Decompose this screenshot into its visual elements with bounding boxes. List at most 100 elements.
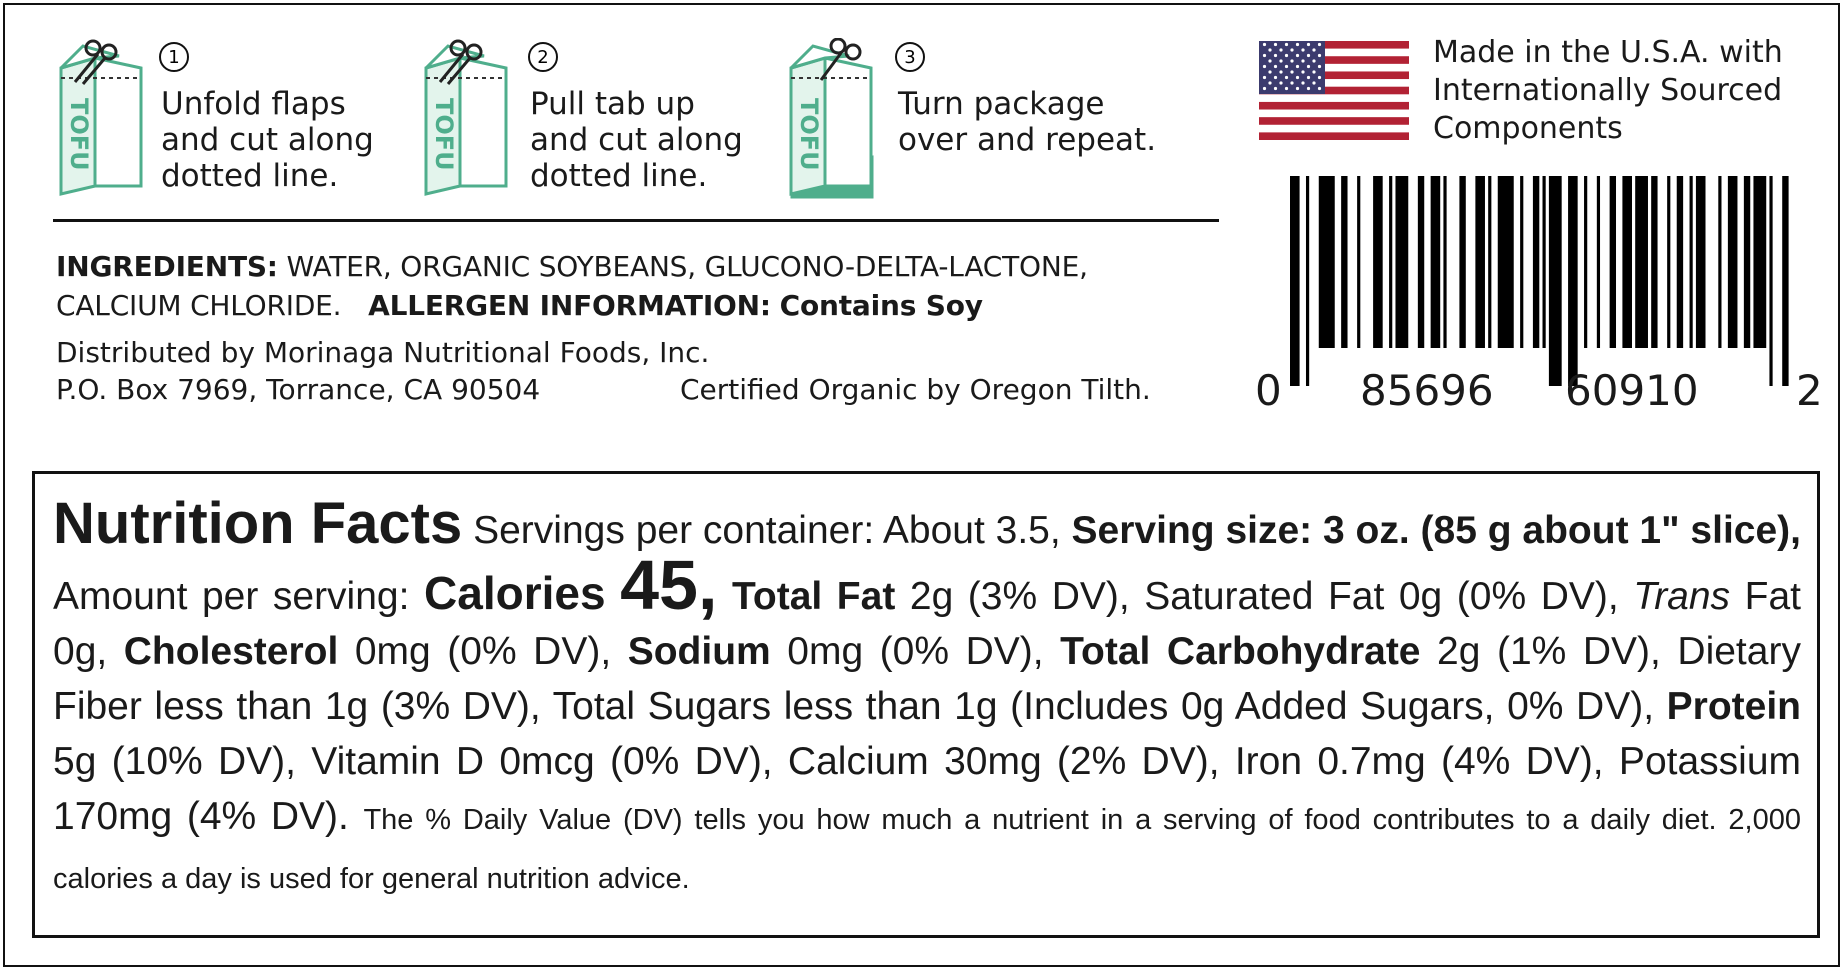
barcode-bar [1676, 176, 1684, 348]
flag-star [1262, 53, 1267, 58]
barcode-bar [1622, 176, 1632, 348]
step-text: Pull tab up and cut along dotted line. [530, 86, 743, 194]
flag-stripe [1259, 117, 1409, 126]
barcode [1290, 176, 1789, 386]
barcode-bar [1584, 176, 1588, 348]
step-line: Pull tab up [530, 86, 695, 122]
flag-star [1295, 64, 1300, 69]
barcode-bar [1520, 176, 1524, 348]
scissors-handle [465, 43, 483, 61]
scissors-blade [81, 57, 107, 85]
flag-star [1273, 42, 1278, 47]
barcode-bar [1443, 176, 1447, 348]
flag-stripe [1259, 79, 1409, 87]
step-line: dotted line. [530, 158, 708, 194]
nutrition-title: Nutrition Facts [53, 491, 463, 556]
barcode-bar [1305, 176, 1310, 386]
flag-star [1306, 64, 1311, 69]
nutrition-paragraph: Nutrition Facts Servings per container: … [53, 495, 1801, 907]
barcode-bar [1532, 176, 1540, 348]
barcode-digit: 2 [1796, 366, 1823, 415]
barcode-bar [1542, 176, 1546, 348]
flag-star [1284, 64, 1289, 69]
step-number: 1 [168, 47, 179, 68]
nutrition-bold: Protein [1666, 685, 1801, 728]
step-line: dotted line. [161, 158, 339, 194]
barcode-bar [1727, 176, 1738, 348]
barcode-bar [1488, 176, 1492, 348]
flag-star [1317, 75, 1322, 80]
barcode-bar [1718, 176, 1722, 348]
barcode-bar [1341, 176, 1348, 348]
flag-star [1312, 59, 1316, 63]
step-text: Unfold flaps and cut along dotted line. [161, 86, 374, 194]
ingredients-text: WATER, ORGANIC SOYBEANS, GLUCONO-DELTA-L… [286, 250, 1089, 283]
flag-star [1306, 75, 1311, 80]
flag-star [1301, 70, 1305, 74]
flag-star [1273, 86, 1278, 91]
step-line: and cut along [530, 122, 743, 158]
flag-star [1306, 53, 1311, 58]
barcode-bar [1395, 176, 1409, 348]
nutrition-normal: 0mg (0% DV), [787, 630, 1044, 673]
flag-star [1301, 48, 1305, 52]
allergen-text: Contains Soy [779, 289, 983, 322]
ingredients: INGREDIENTS: WATER, ORGANIC SOYBEANS, GL… [56, 250, 1088, 283]
step-number-circle [159, 42, 189, 72]
barcode-bar [1596, 176, 1601, 348]
barcode-bar [1373, 176, 1383, 348]
flag-star [1295, 53, 1300, 58]
ingredients-text: CALCIUM CHLORIDE. [56, 289, 342, 322]
nutrition-normal: Amount per serving: [53, 575, 410, 618]
flag-star [1290, 59, 1294, 63]
flag-star [1268, 81, 1272, 85]
carton-icon: TOFU [59, 39, 143, 196]
label-border [3, 3, 1840, 967]
ingredients-label: INGREDIENTS: [56, 250, 278, 283]
flag-stripe [1259, 109, 1409, 118]
scissors-blade [446, 57, 472, 85]
distributor-name: Distributed by Morinaga Nutritional Food… [56, 336, 710, 369]
flag-star [1295, 86, 1300, 91]
divider [53, 219, 1219, 222]
scissors-handle [84, 39, 102, 57]
scissors-blade [438, 53, 465, 83]
flag-star [1279, 81, 1283, 85]
distributor-address: P.O. Box 7969, Torrance, CA 90504 [56, 373, 541, 406]
carton-icon: TOFU [424, 39, 508, 196]
flag-star [1279, 48, 1283, 52]
nutrition-small: The % Daily Value (DV) tells you how muc… [53, 804, 1801, 895]
flag-star [1262, 86, 1267, 91]
nutrition-large-bold: Calories [424, 567, 606, 619]
flag-star [1268, 59, 1272, 63]
barcode-bar [1357, 176, 1361, 348]
flag-star [1295, 75, 1300, 80]
barcode-bar [1568, 176, 1578, 386]
flag-star [1312, 81, 1316, 85]
scissors-handle [829, 38, 847, 55]
step-line: over and repeat. [898, 122, 1157, 158]
flag-star [1279, 59, 1283, 63]
step-line: Unfold flaps [161, 86, 346, 122]
flag-star [1279, 70, 1283, 74]
origin-statement: Made in the U.S.A. with Internationally … [1433, 34, 1783, 148]
barcode-bar [1667, 176, 1671, 348]
flag-star [1295, 42, 1300, 47]
flag-star [1317, 42, 1322, 47]
flag-star [1317, 53, 1322, 58]
step-number-badge: 1 [159, 42, 189, 72]
flag-stripe [1259, 86, 1409, 95]
barcode-bar [1548, 176, 1562, 386]
flag-star [1290, 70, 1294, 74]
step-line: Turn package [898, 86, 1105, 122]
nutrition-normal: Servings per container: About 3.5, [473, 509, 1061, 552]
step-number-circle [895, 42, 925, 72]
certification: Certified Organic by Oregon Tilth. [680, 373, 1151, 406]
carton-label: TOFU [430, 98, 458, 171]
nutrition-bold: Serving size: 3 oz. (85 g about 1" slice… [1071, 509, 1801, 552]
flag-star [1268, 70, 1272, 74]
us-flag [1259, 41, 1409, 140]
nutrition-normal: 2g (3% DV), Saturated Fat 0g (0% DV), [909, 575, 1619, 618]
nutrition-normal: 5g (10% DV), Vitamin D 0mcg (0% DV), Cal… [53, 740, 1801, 838]
